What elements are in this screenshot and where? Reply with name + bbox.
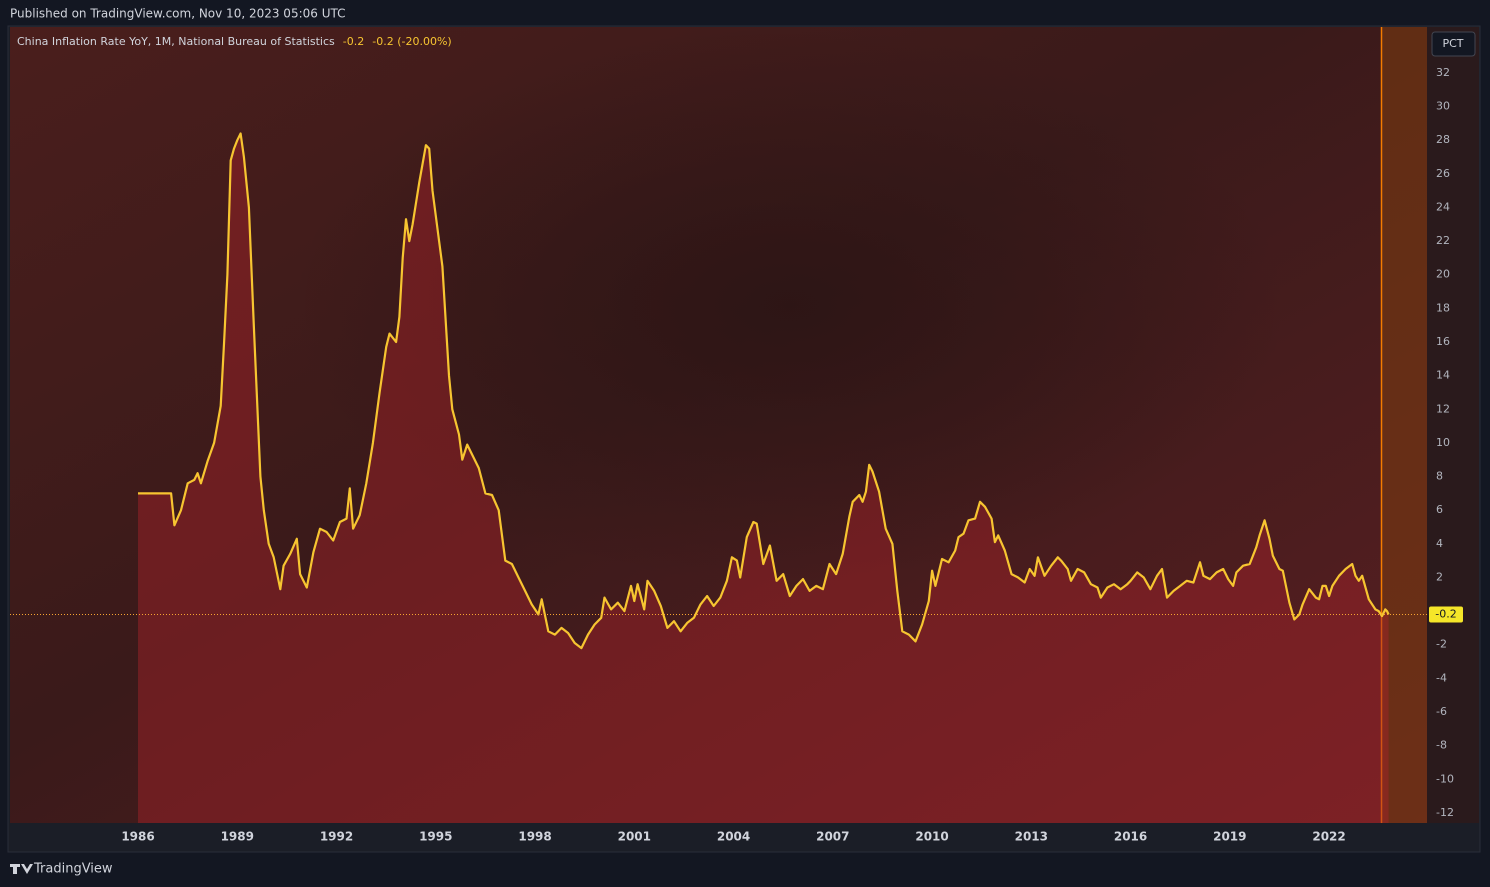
x-tick-label: 2019 <box>1213 830 1246 844</box>
y-tick-label: 24 <box>1436 200 1450 213</box>
series-line <box>138 132 1390 650</box>
unit-button-label[interactable]: PCT <box>1442 37 1463 50</box>
y-tick-label: 2 <box>1436 570 1443 583</box>
x-tick-label: 2004 <box>717 830 750 844</box>
axes: 32 30 28 26 24 22 20 18 16 14 12 10 8 6 4 2 -2 -4 -6 -8 -10 -… <box>121 66 1463 844</box>
last-value-tag <box>1429 606 1463 623</box>
y-tick-label: 6 <box>1436 503 1443 516</box>
y-tick-label: 28 <box>1436 133 1450 146</box>
price-axis-background <box>1427 27 1479 823</box>
y-tick-label: 20 <box>1436 268 1450 281</box>
legend-value: -0.2 <box>343 35 364 48</box>
y-tick-label: 32 <box>1436 66 1450 79</box>
y-tick-label: -10 <box>1436 772 1454 785</box>
series-area <box>138 133 1389 823</box>
x-tick-label: 2016 <box>1114 830 1147 844</box>
y-tick-label: 18 <box>1436 301 1450 314</box>
y-tick-label: -2 <box>1436 638 1447 651</box>
y-tick-label: -12 <box>1436 806 1454 819</box>
x-tick-label: 2022 <box>1312 830 1345 844</box>
x-tick-label: 2001 <box>618 830 651 844</box>
plot-texture <box>10 27 1427 823</box>
x-tick-label: 2007 <box>816 830 849 844</box>
y-tick-label: -8 <box>1436 739 1447 752</box>
x-tick-label: 2010 <box>915 830 948 844</box>
x-tick-label: 1989 <box>221 830 254 844</box>
y-tick-label: -4 <box>1436 671 1447 684</box>
x-tick-label: 1995 <box>419 830 452 844</box>
x-tick-label: 2013 <box>1015 830 1048 844</box>
x-tick-label: 1986 <box>121 830 154 844</box>
series-legend: China Inflation Rate YoY, 1M, National B… <box>17 35 335 48</box>
brand-name: TradingView <box>33 862 113 877</box>
unit-button[interactable] <box>1431 31 1476 57</box>
brand-logo <box>10 864 33 874</box>
plot <box>10 132 1427 823</box>
y-tick-label: 8 <box>1436 470 1443 483</box>
legend-change: -0.2 (-20.00%) <box>372 35 451 48</box>
y-tick-label: 16 <box>1436 335 1450 348</box>
y-tick-label: 4 <box>1436 537 1443 550</box>
last-value-label: -0.2 <box>1435 607 1456 620</box>
y-tick-label: 22 <box>1436 234 1450 247</box>
x-tick-label: 1998 <box>518 830 551 844</box>
y-tick-label: 12 <box>1436 402 1450 415</box>
y-tick-label: 26 <box>1436 167 1450 180</box>
published-note: Published on TradingView.com, Nov 10, 20… <box>10 7 346 21</box>
y-tick-label: -6 <box>1436 705 1447 718</box>
y-tick-label: 14 <box>1436 369 1450 382</box>
current-period-shade <box>1381 27 1427 823</box>
x-tick-label: 1992 <box>320 830 353 844</box>
y-tick-label: 10 <box>1436 436 1450 449</box>
y-tick-label: 30 <box>1436 100 1450 113</box>
